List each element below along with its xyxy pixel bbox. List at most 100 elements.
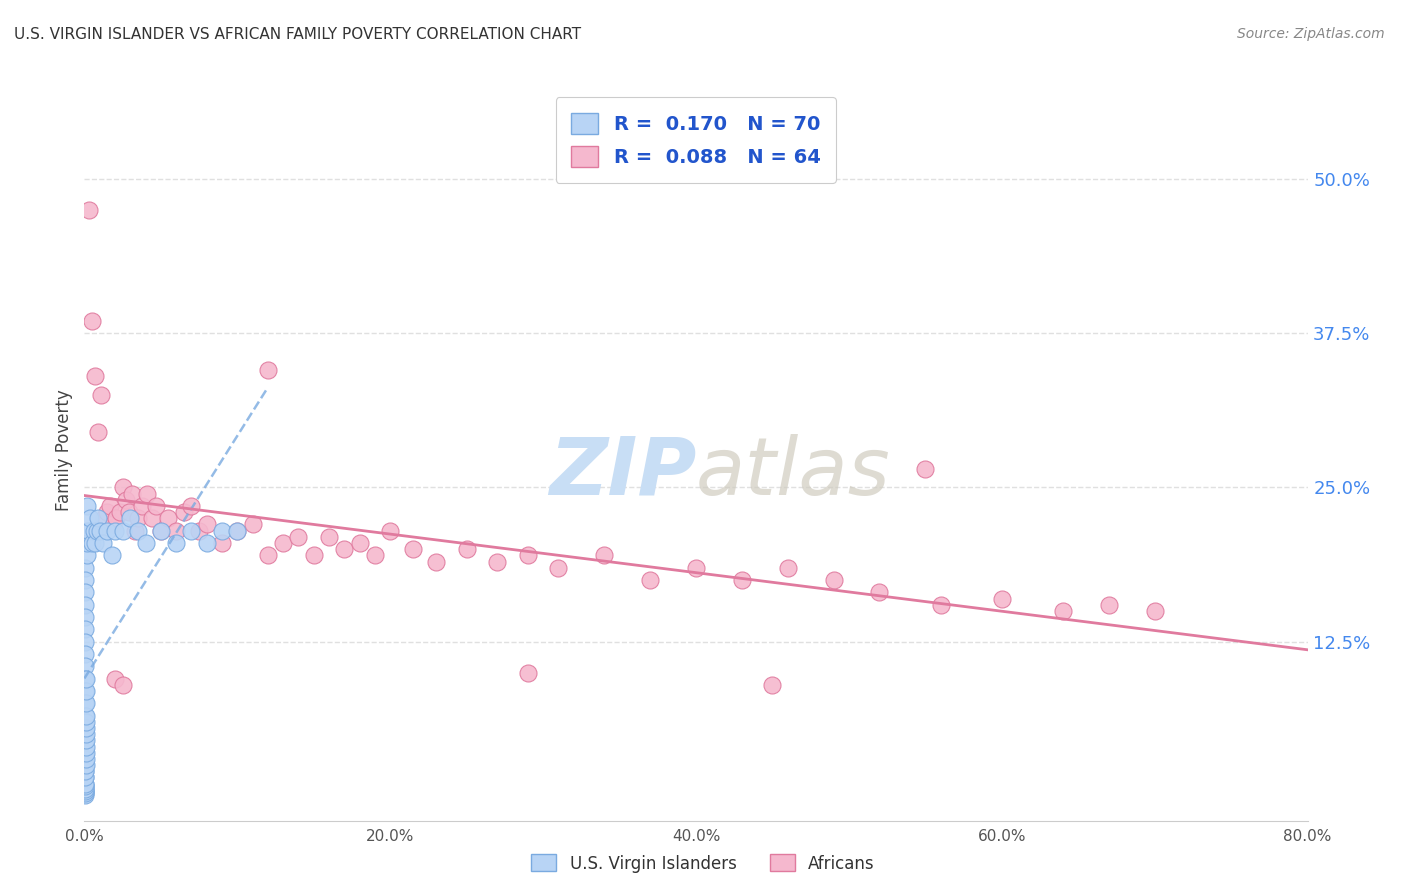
- Point: [75, 684, 97, 698]
- Point: [75, 771, 97, 785]
- Point: [776, 560, 799, 574]
- Point: [145, 499, 167, 513]
- Point: [75, 781, 97, 796]
- Point: [105, 511, 128, 525]
- Point: [211, 536, 233, 550]
- Text: atlas: atlas: [696, 434, 891, 512]
- Point: [149, 524, 172, 538]
- Point: [76, 536, 98, 550]
- Point: [75, 776, 97, 791]
- Point: [135, 536, 157, 550]
- Point: [257, 549, 280, 563]
- Point: [75, 714, 97, 729]
- Point: [75, 758, 97, 772]
- Point: [96, 524, 118, 538]
- Point: [114, 492, 136, 507]
- Point: [121, 486, 143, 500]
- Point: [75, 776, 97, 791]
- Point: [79, 511, 101, 525]
- Point: [104, 524, 127, 538]
- Point: [111, 480, 134, 494]
- Point: [638, 573, 661, 587]
- Point: [91, 536, 114, 550]
- Point: [108, 505, 131, 519]
- Point: [302, 549, 325, 563]
- Point: [75, 672, 97, 686]
- Point: [131, 499, 153, 513]
- Point: [593, 549, 616, 563]
- Point: [136, 486, 159, 500]
- Point: [75, 727, 97, 741]
- Point: [75, 787, 97, 801]
- Point: [75, 697, 97, 711]
- Legend: R =  0.170   N = 70, R =  0.088   N = 64: R = 0.170 N = 70, R = 0.088 N = 64: [555, 97, 837, 183]
- Point: [124, 524, 146, 538]
- Point: [80, 314, 103, 328]
- Point: [75, 779, 97, 793]
- Point: [195, 517, 218, 532]
- Point: [86, 524, 108, 538]
- Point: [75, 739, 97, 754]
- Point: [547, 560, 569, 574]
- Point: [75, 721, 97, 735]
- Point: [75, 708, 97, 723]
- Point: [75, 560, 97, 574]
- Point: [141, 511, 163, 525]
- Point: [75, 684, 97, 698]
- Point: [165, 524, 187, 538]
- Point: [77, 202, 100, 217]
- Point: [87, 425, 110, 439]
- Point: [75, 746, 97, 760]
- Point: [75, 697, 97, 711]
- Point: [111, 524, 134, 538]
- Point: [761, 678, 783, 692]
- Point: [103, 517, 125, 532]
- Point: [90, 388, 112, 402]
- Point: [76, 499, 98, 513]
- Point: [165, 536, 187, 550]
- Point: [77, 524, 100, 538]
- Point: [456, 542, 478, 557]
- Point: [75, 746, 97, 760]
- Point: [486, 554, 509, 569]
- Point: [364, 549, 387, 563]
- Point: [75, 634, 97, 648]
- Point: [991, 591, 1014, 606]
- Point: [111, 678, 134, 692]
- Point: [75, 752, 97, 766]
- Point: [75, 623, 97, 637]
- Point: [84, 536, 107, 550]
- Point: [149, 524, 172, 538]
- Point: [75, 573, 97, 587]
- Point: [75, 784, 97, 798]
- Point: [516, 665, 538, 680]
- Point: [333, 542, 356, 557]
- Point: [180, 524, 202, 538]
- Point: [75, 610, 97, 624]
- Point: [226, 524, 249, 538]
- Point: [76, 549, 98, 563]
- Point: [914, 462, 936, 476]
- Point: [188, 524, 211, 538]
- Point: [87, 511, 110, 525]
- Point: [287, 530, 309, 544]
- Point: [75, 659, 97, 673]
- Point: [242, 517, 264, 532]
- Point: [75, 672, 97, 686]
- Point: [929, 598, 952, 612]
- Point: [80, 536, 103, 550]
- Point: [75, 647, 97, 661]
- Point: [349, 536, 371, 550]
- Legend: U.S. Virgin Islanders, Africans: U.S. Virgin Islanders, Africans: [524, 847, 882, 880]
- Point: [731, 573, 754, 587]
- Point: [823, 573, 845, 587]
- Point: [226, 524, 249, 538]
- Point: [173, 505, 195, 519]
- Point: [318, 530, 340, 544]
- Text: U.S. VIRGIN ISLANDER VS AFRICAN FAMILY POVERTY CORRELATION CHART: U.S. VIRGIN ISLANDER VS AFRICAN FAMILY P…: [14, 27, 581, 42]
- Text: ZIP: ZIP: [548, 434, 696, 512]
- Point: [75, 764, 97, 779]
- Point: [271, 536, 294, 550]
- Point: [89, 524, 111, 538]
- Point: [1052, 604, 1074, 618]
